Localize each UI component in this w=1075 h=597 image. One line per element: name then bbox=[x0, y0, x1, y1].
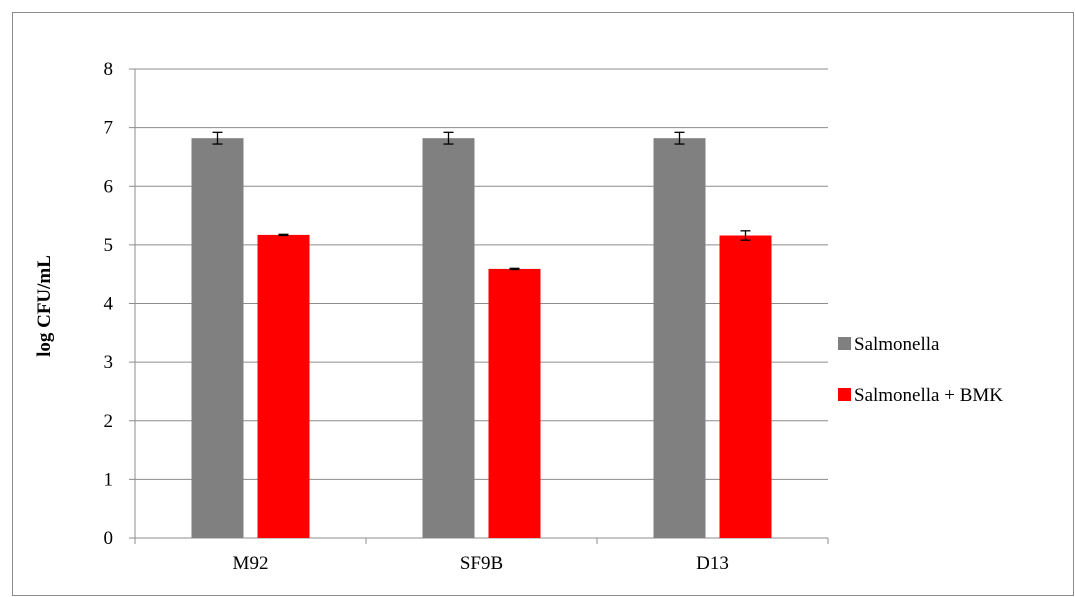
bar-M92-2 bbox=[257, 234, 310, 538]
y-tick-label: 6 bbox=[104, 176, 114, 197]
y-tick-label: 2 bbox=[104, 411, 114, 432]
bar-SF9B-1 bbox=[422, 138, 475, 539]
y-axis-title: log CFU/mL bbox=[34, 255, 55, 357]
tick-labels: 0 1 2 3 4 5 6 7 8 M92 SF9B D13 bbox=[104, 59, 729, 574]
error-bars bbox=[212, 131, 751, 271]
y-tick-label: 1 bbox=[104, 469, 114, 490]
gridlines bbox=[135, 68, 828, 480]
bar-SF9B-2 bbox=[488, 268, 541, 538]
bars bbox=[191, 138, 772, 539]
bar-M92-1 bbox=[191, 138, 244, 539]
x-tick-label: SF9B bbox=[460, 553, 503, 574]
bar-D13-1 bbox=[653, 138, 706, 539]
legend: Salmonella Salmonella + BMK bbox=[838, 334, 1003, 406]
x-tick-label: M92 bbox=[233, 553, 269, 574]
axes bbox=[129, 68, 829, 544]
y-tick-label: 4 bbox=[104, 294, 114, 315]
y-tick-label: 5 bbox=[104, 235, 114, 256]
x-tick-label: D13 bbox=[696, 553, 729, 574]
y-tick-label: 3 bbox=[104, 352, 114, 373]
legend-label: Salmonella bbox=[854, 334, 940, 355]
legend-swatch bbox=[838, 388, 851, 401]
y-tick-label: 7 bbox=[104, 118, 114, 139]
y-tick-label: 8 bbox=[104, 59, 114, 80]
legend-swatch bbox=[838, 337, 851, 350]
legend-label: Salmonella + BMK bbox=[854, 385, 1003, 406]
y-tick-label: 0 bbox=[104, 528, 114, 549]
bar-D13-2 bbox=[719, 235, 772, 538]
